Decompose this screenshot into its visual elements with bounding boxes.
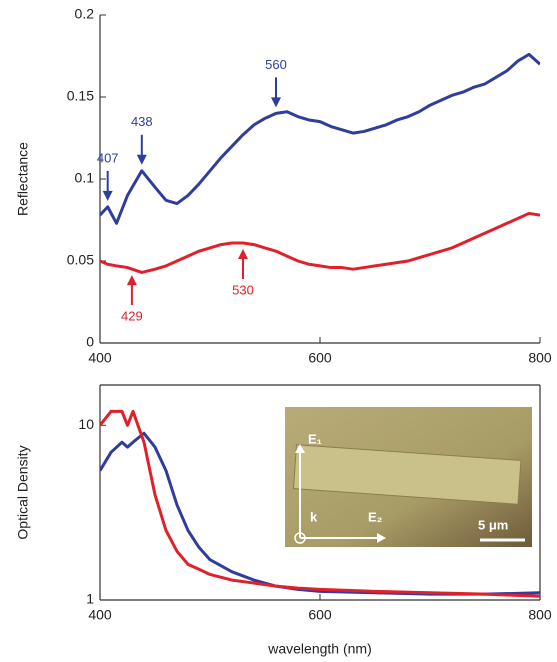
- crystal: [292, 444, 522, 505]
- inset-label: E₂: [368, 509, 383, 524]
- x-tick-label: 600: [308, 350, 332, 366]
- annotation-arrowhead: [238, 248, 248, 259]
- inset-image: E₁ k E₂ 5 μm: [285, 407, 532, 547]
- x-tick-label: 400: [88, 607, 112, 623]
- inset-label: 5 μm: [478, 517, 508, 532]
- x-axis-label: wavelength (nm): [267, 641, 372, 657]
- annotation-label: 407: [97, 150, 119, 165]
- y-axis-label: Optical Density: [15, 445, 31, 539]
- k-symbol: [294, 532, 306, 544]
- x-tick-label: 800: [528, 607, 552, 623]
- arrow-head: [377, 533, 386, 543]
- y-tick-label: 10: [78, 416, 94, 432]
- x-tick-label: 600: [308, 607, 332, 623]
- annotation-label: 560: [265, 57, 287, 72]
- inset-label: k: [310, 509, 318, 524]
- series-line: [100, 431, 540, 596]
- annotation-arrowhead: [126, 275, 137, 286]
- annotation-arrowhead: [271, 97, 281, 108]
- inset-label: E₁: [308, 431, 322, 446]
- y-tick-label: 0.1: [75, 170, 95, 186]
- y-axis-label: Reflectance: [15, 142, 31, 216]
- y-tick-label: 0.15: [67, 88, 94, 104]
- y-tick-label: 0.2: [75, 6, 95, 22]
- y-tick-label: 0: [86, 334, 94, 350]
- series-line: [100, 211, 540, 274]
- annotation-label: 429: [121, 309, 143, 324]
- annotation-arrowhead: [102, 190, 113, 201]
- annotation-arrowhead: [136, 154, 147, 165]
- arrow-head: [295, 444, 305, 453]
- x-tick-label: 400: [88, 350, 112, 366]
- y-tick-label: 0.05: [67, 252, 94, 268]
- annotation-label: 530: [232, 282, 254, 297]
- x-tick-label: 800: [528, 350, 552, 366]
- annotation-label: 438: [131, 114, 153, 129]
- y-tick-label: 1: [86, 591, 94, 607]
- series-line: [100, 409, 540, 598]
- series-line: [100, 52, 540, 225]
